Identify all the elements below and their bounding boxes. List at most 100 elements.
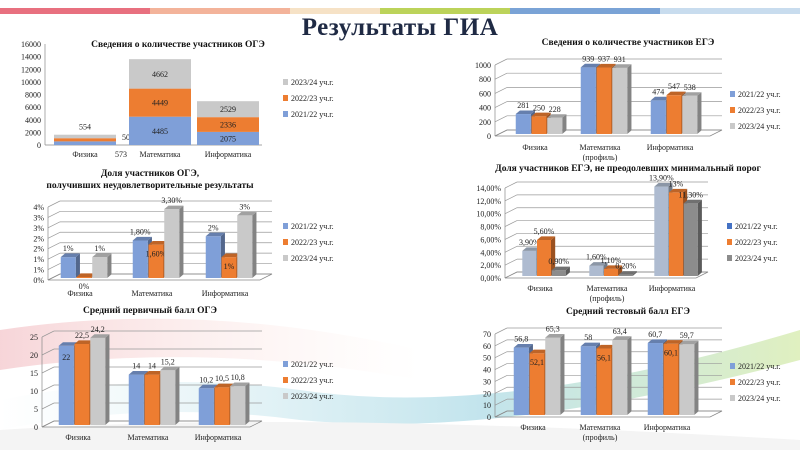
bar-top-0-2 <box>545 333 565 338</box>
bar-0-0 <box>522 250 537 276</box>
gridline <box>41 402 55 410</box>
legend-swatch <box>283 79 288 85</box>
x-category-label: Математика <box>587 284 628 293</box>
y-tick-label: 30 <box>483 377 491 386</box>
gridline <box>504 220 518 227</box>
bar-2-2 <box>237 215 253 278</box>
legend-item: 2021/22 уч.г. <box>735 222 778 231</box>
gridline <box>47 231 61 239</box>
x-category-label: Физика <box>67 289 93 298</box>
data-label: 56,8 <box>514 335 528 344</box>
x-category-label: Физика <box>65 433 91 442</box>
legend-swatch <box>730 395 735 401</box>
data-label: 22,5 <box>75 331 89 340</box>
bar-top-0-1 <box>74 340 94 344</box>
y-tick-label: 2% <box>33 234 44 243</box>
bar-1-0 <box>128 374 144 425</box>
data-label: 281 <box>517 101 529 110</box>
bar-2-2 <box>683 203 698 276</box>
bar-top-2-2 <box>683 199 702 204</box>
chart-title: Средний первичный балл ОГЭ <box>83 305 217 316</box>
bar-2-0 <box>205 236 221 278</box>
bar-top-1-0 <box>128 371 148 375</box>
data-label: 2529 <box>220 105 236 114</box>
data-label: 4485 <box>152 127 168 136</box>
y-tick-label: 200 <box>479 118 491 127</box>
bar-top-0-1 <box>531 112 551 117</box>
bar-side-2-2 <box>697 92 702 134</box>
y-tick-label: 0,00% <box>480 274 501 283</box>
y-tick-label: 1% <box>33 266 44 275</box>
gridline <box>47 200 61 208</box>
bar-1-2 <box>612 339 628 415</box>
y-tick-label: 400 <box>479 104 491 113</box>
bar-2-0 <box>198 388 214 425</box>
gridline <box>41 384 55 392</box>
header-stripe-blue <box>510 8 660 14</box>
data-label: 52,1 <box>530 358 544 367</box>
legend-item: 2021/22 уч.г. <box>291 360 334 369</box>
bar-1-1 <box>144 374 160 425</box>
x-category-label: (профиль) <box>583 433 618 442</box>
bar-0-1 <box>531 116 547 134</box>
data-label: 11,30% <box>679 190 704 199</box>
bar-1-1 <box>148 244 164 278</box>
bar-0-1 <box>76 277 92 278</box>
bar-top-1-0 <box>580 342 600 347</box>
gridline <box>504 207 518 215</box>
y-tick-label: 40 <box>483 366 491 375</box>
y-tick-label: 8,00% <box>480 223 501 232</box>
gridline <box>494 72 508 80</box>
data-label: 14 <box>132 362 140 371</box>
y-tick-label: 15 <box>30 369 38 378</box>
chart-5: Средний первичный балл ОГЭ 0 5 10 15 20 25 Физи… <box>30 305 334 442</box>
data-label: 15,2 <box>161 357 175 366</box>
data-label: 2336 <box>220 121 236 130</box>
gridline <box>494 386 508 394</box>
chart-4: Доля участников ЕГЭ, не преодолевших мин… <box>476 163 777 303</box>
y-tick-label: 10000 <box>21 78 41 87</box>
data-label: 0,20% <box>615 262 636 271</box>
legend-swatch <box>727 239 732 245</box>
y-tick-label: 10,00% <box>476 210 501 219</box>
bar-2-1 <box>669 192 683 276</box>
bar-0-2 <box>551 270 566 276</box>
data-label: 1% <box>224 262 235 271</box>
legend-item: 2021/22 уч.г. <box>291 110 334 119</box>
bar-top-0-0 <box>58 342 78 346</box>
data-label: 474 <box>652 87 664 96</box>
bar-side-1-1 <box>618 265 623 276</box>
data-label: 0,90% <box>548 257 569 266</box>
bar-side-0-2 <box>560 333 565 415</box>
legend-item: 2022/23 уч.г. <box>291 376 334 385</box>
bar-top-1-1 <box>596 63 616 68</box>
y-tick-label: 14000 <box>21 53 41 62</box>
bar-top-1-0 <box>580 63 600 68</box>
bar-top-2-0 <box>198 384 218 389</box>
gridline <box>41 366 55 374</box>
bar-top-1-0 <box>589 262 608 266</box>
y-tick-label: 0 <box>487 132 491 141</box>
bar-0-0 <box>60 257 76 278</box>
bar-0-1 <box>537 240 551 276</box>
data-label: 228 <box>549 105 561 114</box>
legend-item: 2023/24 уч.г. <box>291 254 334 263</box>
x-category-label: Физика <box>72 150 98 159</box>
data-label: 1% <box>94 244 105 253</box>
bar-top-0-0 <box>513 344 533 348</box>
y-tick-label: 0% <box>33 276 44 285</box>
bar-top-2-0 <box>647 339 667 344</box>
legend-swatch <box>283 95 288 101</box>
y-tick-label: 20 <box>483 389 491 398</box>
gridline <box>494 58 508 66</box>
bar-1-2 <box>160 370 176 425</box>
legend-swatch <box>730 91 735 97</box>
x-category-label: Математика <box>580 423 621 432</box>
bar-1-0 <box>129 116 191 145</box>
bar-top-2-0 <box>650 96 670 101</box>
bar-0-2 <box>547 117 563 134</box>
gridline <box>494 363 508 370</box>
header-stripe-salmon <box>150 8 290 14</box>
legend-swatch <box>283 111 288 117</box>
bar-side-0-1 <box>551 236 556 276</box>
